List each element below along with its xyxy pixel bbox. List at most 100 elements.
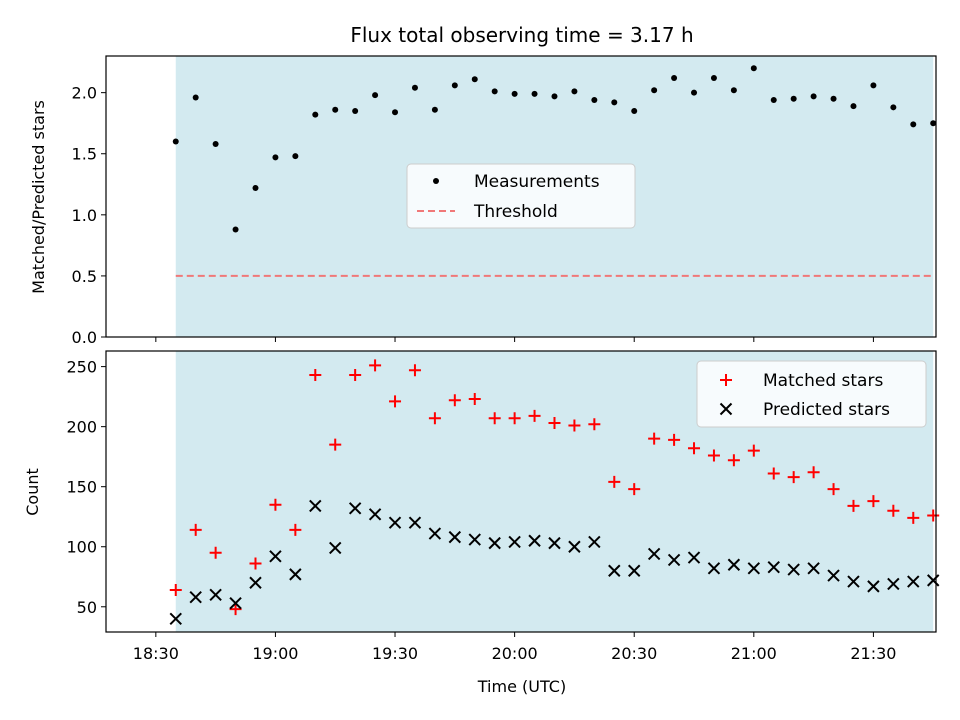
measurement-point bbox=[451, 82, 458, 89]
matched-stars-point bbox=[528, 409, 541, 422]
predicted-stars-point bbox=[249, 576, 262, 589]
y-tick-label: 0.5 bbox=[72, 267, 97, 286]
matched-stars-point bbox=[389, 395, 402, 408]
matched-stars-point bbox=[189, 523, 202, 536]
predicted-stars-point bbox=[528, 534, 541, 547]
matched-stars-point bbox=[329, 438, 342, 451]
measurement-point bbox=[392, 109, 399, 116]
matched-stars-point bbox=[508, 412, 521, 425]
measurement-point bbox=[930, 120, 937, 127]
x-tick-label: 21:00 bbox=[731, 644, 777, 663]
matched-stars-point bbox=[787, 471, 800, 484]
x-tick-label: 18:30 bbox=[133, 644, 179, 663]
predicted-stars-point bbox=[727, 558, 741, 571]
legend-matched-marker bbox=[720, 374, 732, 386]
x-tick-label: 19:00 bbox=[252, 644, 298, 663]
measurement-point bbox=[411, 84, 418, 91]
measurement-point bbox=[890, 104, 897, 111]
predicted-stars-point bbox=[388, 516, 402, 529]
predicted-stars-point bbox=[667, 553, 681, 567]
matched-stars-point bbox=[249, 557, 262, 570]
matched-stars-point bbox=[747, 444, 760, 457]
matched-stars-point bbox=[229, 603, 242, 616]
matched-stars-point bbox=[349, 369, 362, 382]
predicted-stars-point bbox=[887, 577, 900, 591]
x-tick-label: 20:00 bbox=[492, 644, 538, 663]
measurement-point bbox=[511, 90, 518, 97]
legend-predicted-marker bbox=[719, 402, 733, 416]
predicted-stars-point bbox=[468, 533, 481, 546]
predicted-stars-point bbox=[488, 536, 501, 550]
y-tick-label: 200 bbox=[66, 418, 97, 437]
matched-stars-point bbox=[588, 418, 601, 431]
matched-stars-point bbox=[847, 499, 860, 512]
matched-stars-point bbox=[827, 483, 840, 496]
predicted-stars-point bbox=[647, 547, 661, 561]
legend-measurements-label: Measurements bbox=[474, 172, 600, 192]
y-tick-label: 250 bbox=[66, 358, 97, 377]
matched-stars-point bbox=[169, 583, 182, 596]
measurement-point bbox=[332, 106, 339, 113]
y-tick-label: 100 bbox=[66, 538, 97, 557]
matched-stars-point bbox=[448, 394, 461, 407]
measurement-point bbox=[172, 138, 179, 145]
matched-stars-point bbox=[668, 433, 681, 446]
predicted-stars-point bbox=[628, 564, 641, 577]
y-tick-label: 0.0 bbox=[72, 328, 97, 347]
measurement-point bbox=[352, 107, 359, 114]
matched-stars-point bbox=[688, 442, 701, 455]
matched-stars-point bbox=[428, 412, 441, 425]
chart-title: Flux total observing time = 3.17 h bbox=[350, 23, 693, 47]
measurement-point bbox=[710, 74, 717, 81]
legend-measurement-marker bbox=[433, 178, 439, 184]
matched-stars-point bbox=[488, 412, 501, 425]
predicted-stars-point bbox=[508, 535, 521, 549]
predicted-stars-point bbox=[348, 502, 362, 515]
matched-stars-point bbox=[608, 475, 621, 488]
measurement-point bbox=[551, 93, 558, 100]
measurement-point bbox=[531, 90, 538, 97]
x-axis-label: Time (UTC) bbox=[477, 677, 566, 696]
plot-frame bbox=[105, 350, 937, 633]
y-tick-label: 50 bbox=[77, 598, 97, 617]
predicted-stars-point bbox=[408, 516, 422, 529]
measurement-point bbox=[372, 92, 379, 99]
predicted-stars-point bbox=[867, 580, 880, 593]
predicted-stars-point bbox=[707, 562, 721, 575]
matched-stars-point bbox=[548, 417, 561, 430]
predicted-stars-point bbox=[847, 575, 860, 588]
predicted-stars-point bbox=[428, 527, 442, 540]
y-tick-label: 150 bbox=[66, 478, 97, 497]
ratio-panel: 0.0 0.5 1.0 1.5 2.0 Measurements Threshold bbox=[72, 55, 937, 347]
predicted-stars-point bbox=[927, 574, 940, 587]
count-panel: 50 100 150 200 250 18:30 19:00 19:30 20:00 20:30 2… bbox=[66, 350, 940, 663]
y-tick-label: 1.5 bbox=[72, 145, 97, 164]
predicted-stars-point bbox=[747, 562, 761, 575]
matched-stars-point bbox=[887, 504, 900, 517]
measurement-point bbox=[770, 96, 777, 103]
matched-stars-point bbox=[369, 359, 382, 372]
matched-stars-point bbox=[907, 511, 920, 524]
measurement-point bbox=[431, 106, 438, 113]
matched-stars-point bbox=[927, 509, 940, 522]
predicted-stars-point bbox=[209, 588, 222, 601]
x-tick-label: 20:30 bbox=[611, 644, 657, 663]
measurement-point bbox=[790, 95, 797, 102]
measurement-point bbox=[471, 76, 478, 83]
predicted-stars-point bbox=[448, 530, 462, 544]
matched-stars-point bbox=[269, 498, 282, 511]
measurement-point bbox=[730, 87, 737, 94]
measurement-point bbox=[571, 88, 578, 95]
predicted-stars-point bbox=[608, 564, 621, 577]
ratio-y-axis-label: Matched/Predicted stars bbox=[29, 100, 48, 294]
measurement-point bbox=[312, 111, 319, 118]
matched-stars-point bbox=[568, 419, 581, 432]
ratio-legend bbox=[406, 163, 636, 229]
measurement-point bbox=[631, 107, 638, 114]
predicted-stars-point bbox=[827, 569, 840, 582]
matched-stars-point bbox=[727, 454, 740, 467]
predicted-stars-point bbox=[368, 508, 382, 521]
matched-stars-point bbox=[289, 523, 302, 536]
measurement-point bbox=[252, 184, 259, 191]
